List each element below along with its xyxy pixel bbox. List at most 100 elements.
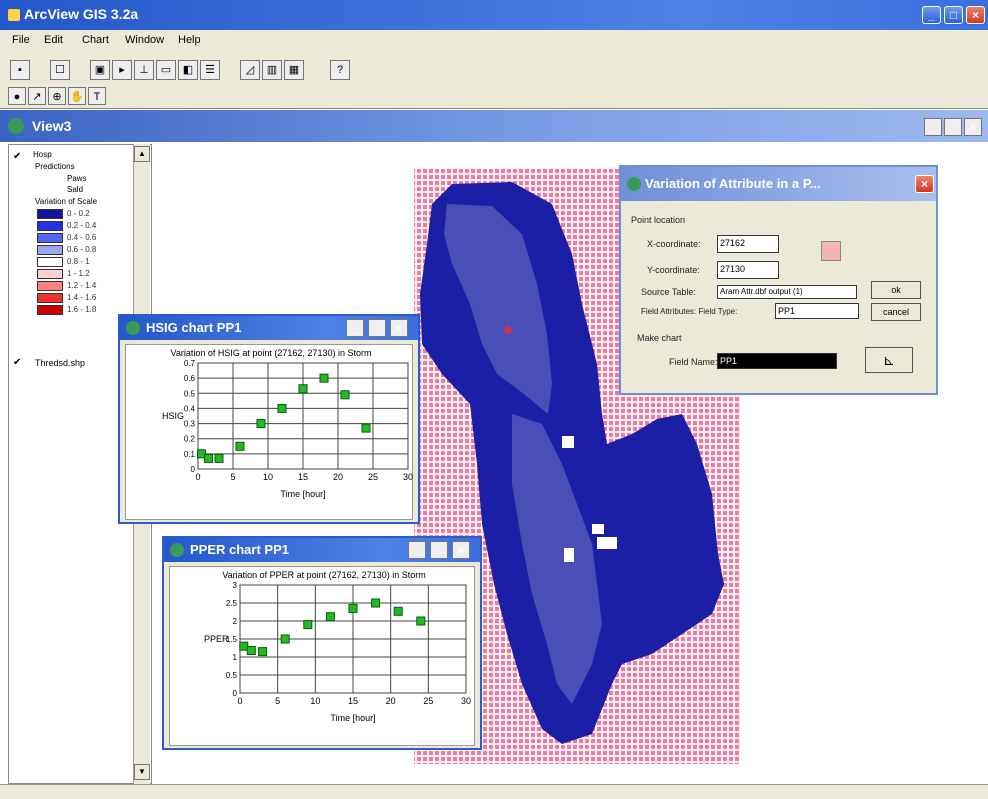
- field-type-field[interactable]: PP1: [775, 303, 859, 319]
- view-close-button[interactable]: ×: [964, 118, 982, 136]
- y-tick-label: 0.5: [226, 671, 238, 680]
- pick-point-icon[interactable]: [821, 241, 841, 261]
- theme-name-variation: Variation of Scale: [35, 197, 98, 206]
- hsig-titlebar: HSIG chart PP1 _ □ ×: [120, 316, 418, 340]
- y-tick-label: 0.4: [184, 404, 196, 413]
- theme-checkbox-hosp[interactable]: ✔: [13, 151, 22, 162]
- scroll-down-icon[interactable]: ▼: [134, 764, 150, 780]
- legend-class-label: 1.6 - 1.8: [67, 305, 97, 314]
- view-minimize-button[interactable]: _: [924, 118, 942, 136]
- x-tick-label: 30: [461, 696, 471, 706]
- menu-item-chart[interactable]: Chart: [82, 34, 109, 46]
- island: [562, 436, 574, 448]
- island: [564, 548, 574, 562]
- pper-chart-area: Variation of PPER at point (27162, 27130…: [169, 566, 475, 746]
- app-maximize-button[interactable]: □: [944, 6, 963, 24]
- element-icon[interactable]: ▸: [112, 60, 132, 80]
- legend-class-label: 0.4 - 0.6: [67, 233, 97, 242]
- y-tick-label: 1.5: [226, 635, 238, 644]
- ok-button[interactable]: ok: [871, 281, 921, 299]
- app-close-button[interactable]: ×: [966, 6, 985, 24]
- pper-chart-svg: Variation of PPER at point (27162, 27130…: [204, 570, 471, 723]
- menu-item-file[interactable]: File: [12, 34, 30, 46]
- variation-dialog: Variation of Attribute in a P... × Point…: [619, 165, 938, 395]
- help-icon[interactable]: ?: [330, 60, 350, 80]
- data-point: [348, 603, 358, 613]
- legend-swatch: [37, 293, 63, 303]
- data-point: [235, 441, 245, 451]
- field-name-label: Field Name:: [669, 357, 718, 367]
- pper-minimize-button[interactable]: _: [408, 541, 426, 559]
- chart-title: Variation of PPER at point (27162, 27130…: [222, 570, 425, 580]
- data-point: [325, 612, 335, 622]
- theme-checkbox-thredsd[interactable]: ✔: [13, 357, 22, 368]
- x-tick-label: 10: [263, 472, 273, 482]
- data-point: [319, 373, 329, 383]
- y-coordinate-label: Y-coordinate:: [647, 265, 700, 275]
- legend-item-paws: Paws: [67, 174, 87, 183]
- x-axis-label: Time [hour]: [330, 713, 375, 723]
- hsig-close-button[interactable]: ×: [390, 319, 408, 337]
- chart-axis-icon[interactable]: ⊥: [134, 60, 154, 80]
- variation-dialog-title: Variation of Attribute in a P...: [645, 176, 821, 191]
- source-table-select[interactable]: Aram Attr.dbf output (1): [717, 285, 857, 299]
- y-coordinate-field[interactable]: 27130: [717, 261, 779, 279]
- x-tick-label: 0: [195, 472, 200, 482]
- text-tool-icon[interactable]: T: [88, 87, 106, 105]
- data-point: [280, 634, 290, 644]
- chart-title-icon[interactable]: ▭: [156, 60, 176, 80]
- menu-item-window[interactable]: Window: [125, 34, 165, 46]
- data-point: [246, 646, 256, 656]
- button-bar: ▪ ☐ ▣ ▸ ⊥ ▭ ◧ ☰ ◿ ▥ ▦ ?: [0, 50, 988, 87]
- chart-title: Variation of HSIG at point (27162, 27130…: [171, 348, 372, 358]
- chart-color-icon[interactable]: ◧: [178, 60, 198, 80]
- data-point: [371, 598, 381, 608]
- menu-item-edit[interactable]: Edit: [44, 34, 63, 46]
- series-icon[interactable]: ▣: [90, 60, 110, 80]
- make-chart-group-label: Make chart: [637, 333, 682, 343]
- theme-name-hosp: Hosp: [33, 150, 52, 159]
- cancel-button[interactable]: cancel: [871, 303, 921, 321]
- make-chart-button[interactable]: ⊾: [865, 347, 913, 373]
- x-tick-label: 20: [333, 472, 343, 482]
- x-tick-label: 5: [230, 472, 235, 482]
- app-minimize-button[interactable]: _: [922, 6, 941, 24]
- select-icon[interactable]: ↗: [28, 87, 46, 105]
- view-maximize-button[interactable]: □: [944, 118, 962, 136]
- hsig-window-title: HSIG chart PP1: [146, 320, 242, 335]
- dialog-icon: [627, 177, 641, 191]
- pointer-icon[interactable]: ●: [8, 87, 26, 105]
- column-chart-icon[interactable]: ▦: [284, 60, 304, 80]
- pper-maximize-button[interactable]: □: [430, 541, 448, 559]
- island: [597, 537, 617, 549]
- pan-icon[interactable]: ✋: [68, 87, 86, 105]
- y-tick-label: 0.3: [184, 420, 196, 429]
- dialog-close-button[interactable]: ×: [915, 175, 934, 193]
- chart-legend-icon[interactable]: ☰: [200, 60, 220, 80]
- legend-class-label: 1.2 - 1.4: [67, 281, 97, 290]
- zoom-icon[interactable]: ⊕: [48, 87, 66, 105]
- hsig-minimize-button[interactable]: _: [346, 319, 364, 337]
- area-chart-icon[interactable]: ◿: [240, 60, 260, 80]
- y-tick-label: 2: [233, 617, 238, 626]
- x-coordinate-field[interactable]: 27162: [717, 235, 779, 253]
- properties-icon[interactable]: ☐: [50, 60, 70, 80]
- x-tick-label: 25: [368, 472, 378, 482]
- chart-window-icon: [126, 321, 140, 335]
- pper-close-button[interactable]: ×: [452, 541, 470, 559]
- chart-axis-icon: ⊾: [883, 352, 895, 368]
- menu-item-help[interactable]: Help: [178, 34, 201, 46]
- data-point: [258, 647, 268, 657]
- legend-swatch: [37, 281, 63, 291]
- view-icon: [8, 118, 24, 134]
- bar-chart-icon[interactable]: ▥: [262, 60, 282, 80]
- y-axis-label: PPER: [204, 634, 229, 644]
- y-tick-label: 0.2: [184, 435, 196, 444]
- hsig-maximize-button[interactable]: □: [368, 319, 386, 337]
- legend-swatch: [37, 233, 63, 243]
- selected-point-marker[interactable]: [504, 326, 512, 334]
- scroll-up-icon[interactable]: ▲: [134, 146, 150, 162]
- field-name-select[interactable]: PP1: [717, 353, 837, 369]
- y-tick-label: 0.5: [184, 389, 196, 398]
- save-icon[interactable]: ▪: [10, 60, 30, 80]
